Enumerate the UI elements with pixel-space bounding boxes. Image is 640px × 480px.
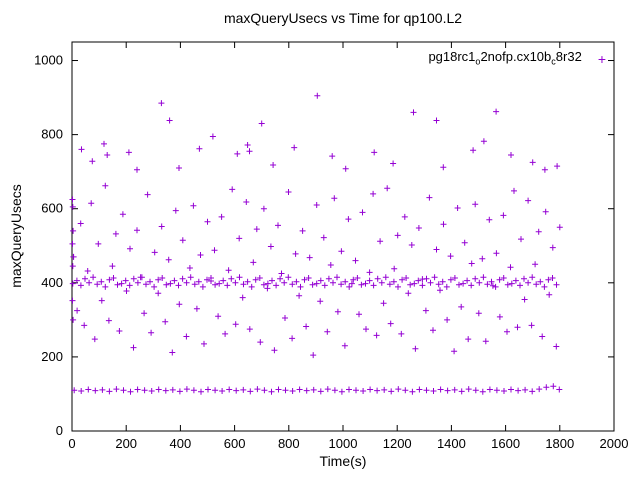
chart-title: maxQueryUsecs vs Time for qp100.L2 [223,10,463,26]
legend-label: pg18rc1o2nofp.cx10bc8r32 [428,49,582,67]
x-tick-label: 1600 [491,436,520,451]
y-tick-label: 800 [41,127,63,142]
y-tick-label: 1000 [34,53,63,68]
y-tick-label: 400 [41,275,63,290]
x-tick-label: 400 [170,436,192,451]
x-tick-label: 1800 [545,436,574,451]
legend: pg18rc1o2nofp.cx10bc8r32 + [428,49,606,70]
x-tick-label: 2000 [600,436,629,451]
y-tick-label: 200 [41,349,63,364]
series-points [69,92,563,395]
legend-marker-icon: + [597,51,606,68]
x-tick-label: 800 [278,436,300,451]
plot-border [71,41,615,432]
x-axis-label: Time(s) [319,453,367,469]
x-tick-label: 1400 [437,436,466,451]
y-tick-label: 0 [56,423,63,438]
x-tick-label: 0 [68,436,75,451]
x-tick-label: 1200 [383,436,412,451]
x-tick-label: 200 [115,436,137,451]
x-tick-label: 1000 [329,436,358,451]
x-tick-label: 600 [224,436,246,451]
y-tick-label: 600 [41,201,63,216]
